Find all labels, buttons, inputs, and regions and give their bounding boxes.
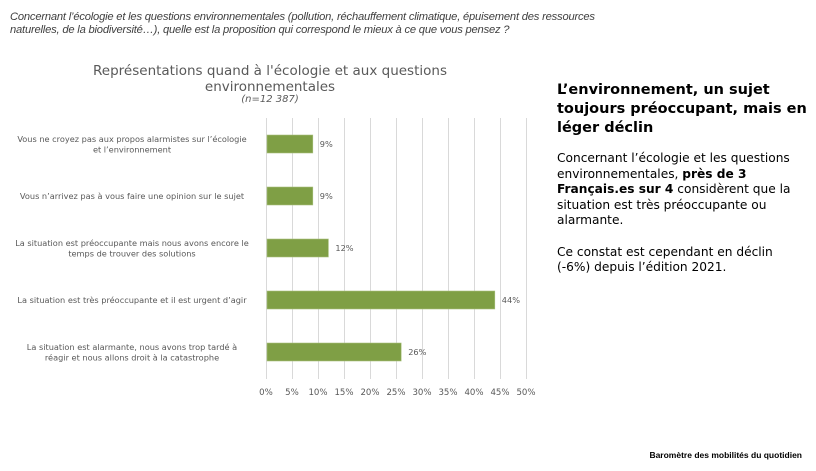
category-label: temps de trouver des solutions — [68, 248, 195, 258]
category-labels: Vous ne croyez pas aux propos alarmistes… — [15, 134, 249, 363]
footer-source: Baromètre des mobilités du quotidien — [649, 450, 802, 460]
survey-question: Concernant l’écologie et les questions e… — [10, 11, 595, 36]
side-heading: L’environnement, un sujet toujours préoc… — [557, 82, 807, 136]
x-tick-label: 15% — [334, 388, 353, 398]
x-tick-label: 10% — [308, 388, 327, 398]
category-label: La situation est très préoccupante et il… — [17, 295, 247, 305]
x-tick-label: 50% — [516, 388, 535, 398]
bar — [266, 342, 402, 362]
bar — [266, 186, 314, 206]
value-labels: 9% 9% 12% 44% 26% — [320, 139, 520, 357]
para1-text-end: considèrent que la situation est très pr… — [557, 182, 791, 228]
side-body: Concernant l’écologie et les questions e… — [557, 151, 807, 291]
bar — [266, 134, 314, 154]
bar — [266, 238, 329, 258]
category-label: Vous ne croyez pas aux propos alarmistes… — [17, 134, 246, 144]
side-paragraph-1: Concernant l’écologie et les questions e… — [557, 151, 807, 229]
value-label: 9% — [320, 191, 333, 201]
para1-text: Concernant l’écologie et les questions e… — [557, 151, 790, 181]
x-tick-label: 40% — [464, 388, 483, 398]
x-tick-label: 0% — [259, 388, 273, 398]
x-tick-label: 45% — [490, 388, 509, 398]
value-label: 9% — [320, 139, 333, 149]
value-label: 26% — [408, 347, 426, 357]
x-tick-label: 20% — [360, 388, 379, 398]
x-tick-label: 30% — [412, 388, 431, 398]
category-label: réagir et nous allons droit à la catastr… — [45, 352, 219, 362]
x-tick-label: 35% — [438, 388, 457, 398]
para1-highlight: près de 3 Français.es sur 4 — [557, 166, 747, 197]
x-axis-ticks: 0% 5% 10% 15% 20% 25% 30% 35% 40% 45% 50% — [259, 388, 535, 398]
side-paragraph-2: Ce constat est cependant en déclin (-6%)… — [557, 244, 773, 275]
x-tick-label: 25% — [386, 388, 405, 398]
chart-subtitle: (n=12 387) — [241, 94, 299, 105]
category-label: La situation est préoccupante mais nous … — [15, 238, 249, 248]
value-label: 44% — [502, 295, 520, 305]
category-label: La situation est alarmante, nous avons t… — [27, 342, 237, 352]
category-label: et l’environnement — [93, 144, 172, 154]
bars — [266, 134, 496, 362]
x-tick-label: 5% — [285, 388, 299, 398]
chart-title: Représentations quand à l'écologie et au… — [93, 63, 447, 95]
bar — [266, 290, 496, 310]
category-label: Vous n’arrivez pas à vous faire une opin… — [20, 191, 245, 201]
value-label: 12% — [335, 243, 353, 253]
gridlines — [266, 118, 527, 379]
